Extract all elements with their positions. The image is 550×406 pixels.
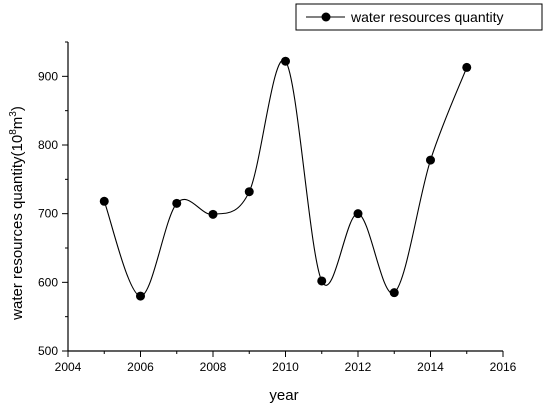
x-tick-label: 2010 (272, 360, 299, 374)
data-point (99, 196, 109, 206)
axes: 2004 2006 2008 2010 2012 2014 2016 500 600 700 800… (38, 41, 517, 374)
y-axis-title-end: ) (9, 106, 26, 111)
data-point (353, 209, 363, 219)
x-tick-label: 2016 (490, 360, 517, 374)
x-tick-label: 2012 (345, 360, 372, 374)
data-point (172, 198, 182, 208)
y-axis-title-main: water resources quantity(10 (9, 135, 26, 321)
x-tick-label: 2006 (127, 360, 154, 374)
data-point (389, 288, 399, 298)
y-axis-title-sup1: 8 (8, 129, 19, 135)
data-point (462, 62, 472, 72)
data-point (244, 187, 254, 197)
y-tick-label: 900 (38, 69, 58, 83)
series-layer (99, 56, 472, 301)
data-point (281, 56, 290, 66)
series-line (103, 59, 468, 297)
data-point (317, 276, 327, 286)
y-tick-label: 600 (38, 275, 58, 289)
data-point (208, 209, 218, 219)
data-point (136, 291, 145, 301)
legend-marker (321, 12, 331, 22)
y-axis-title: water resources quantity(108m3) (8, 106, 26, 321)
y-axis-title-sup2: 3 (8, 111, 19, 117)
legend-label: water resources quantity (350, 9, 504, 25)
y-tick-label: 500 (38, 344, 58, 358)
y-axis-title-mid: m (9, 117, 26, 130)
x-axis-title: year (269, 387, 298, 404)
data-point (426, 155, 435, 165)
x-tick-label: 2004 (55, 360, 82, 374)
y-tick-label: 700 (38, 207, 58, 221)
legend: water resources quantity (295, 3, 543, 31)
x-tick-label: 2014 (417, 360, 444, 374)
y-tick-label: 800 (38, 138, 58, 152)
x-tick-label: 2008 (200, 360, 227, 374)
